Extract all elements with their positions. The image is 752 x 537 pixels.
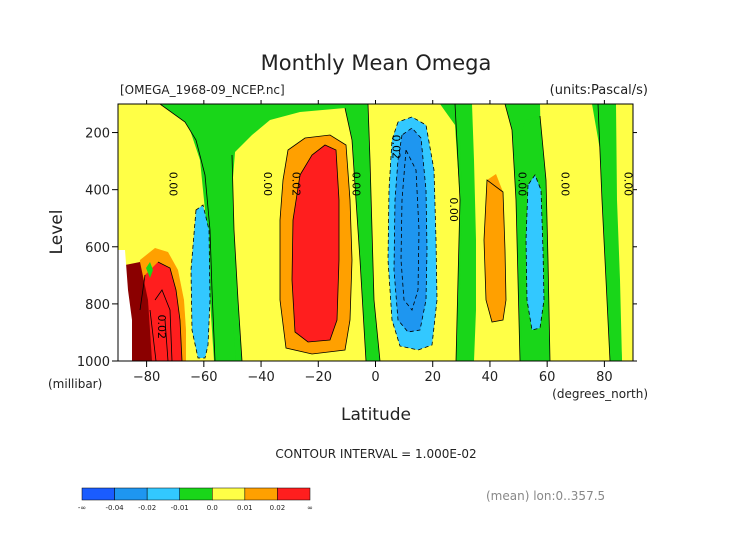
green-gap-north-mid	[455, 104, 476, 361]
contour-label: 0.02	[390, 135, 403, 160]
colorbar-swatch-2	[146, 487, 180, 501]
red-core-southwest	[140, 262, 182, 361]
green-gap-far-north	[598, 104, 622, 361]
contour-line-6	[539, 115, 551, 361]
colorbar-swatch-6	[277, 487, 311, 501]
colorbar-label: 0.02	[270, 504, 286, 512]
yellow-band-north-high	[540, 104, 612, 361]
orange-band-north	[484, 174, 506, 322]
colorbar: -∞ -0.04 -0.02 -0.01 0.0 0.01 0.02 ∞	[78, 487, 313, 512]
cyan-band-north	[526, 175, 544, 330]
contour-labels: 0.00 0.00 0.02 0.00 0.02 0.00 0.00 0.00 0.00 0.02	[155, 135, 634, 339]
contour-line-4	[454, 104, 461, 361]
contour-line-1	[231, 154, 243, 361]
colorbar-swatch-0	[81, 487, 115, 501]
dashed-contour-line-2	[393, 127, 428, 333]
x-tick-label: −20	[305, 370, 332, 385]
y-tick-label: 600	[85, 241, 110, 256]
colorbar-label: -0.02	[138, 504, 156, 512]
chart-title: Monthly Mean Omega	[261, 51, 492, 75]
plot-area: 0.00 0.00 0.02 0.00 0.02 0.00 0.00 0.00 0.00 0.02	[118, 104, 634, 361]
contour-line-0	[159, 104, 216, 361]
x-tick-label: 0	[371, 370, 379, 385]
colorbar-label: -∞	[78, 504, 86, 512]
colorbar-label: ∞	[307, 504, 313, 512]
dashed-contour-line-3	[525, 174, 545, 331]
colorbar-swatch-5	[244, 487, 278, 501]
contour-line-8	[279, 134, 353, 355]
contour-label: 0.00	[515, 172, 528, 197]
x-tick-label: 20	[424, 370, 441, 385]
contour-label: 0.00	[261, 172, 274, 197]
contour-line-5	[504, 104, 521, 361]
colorbar-swatch-1	[114, 487, 148, 501]
x-tick-label: −60	[190, 370, 217, 385]
x-axis: −80 −60 −40 −20 0 20 40 60 80	[133, 100, 613, 385]
contour-label: 0.00	[349, 172, 362, 197]
colorbar-swatch-3	[179, 487, 213, 501]
mean-text: (mean) lon:0..357.5	[486, 489, 605, 503]
y-axis: 200 400 600 800 1000	[77, 127, 637, 370]
x-axis-label: Latitude	[341, 405, 411, 425]
colorbar-label: 0.01	[237, 504, 253, 512]
contour-label: 0.00	[621, 172, 634, 197]
green-blip-southwest	[146, 262, 153, 278]
colorbar-label: -0.01	[171, 504, 189, 512]
x-axis-unit: (degrees_north)	[552, 387, 648, 401]
cyan-core-southwest	[191, 205, 210, 358]
y-axis-unit: (millibar)	[48, 377, 102, 391]
contour-line-2	[344, 107, 367, 361]
contour-line-10	[483, 179, 507, 323]
y-tick-label: 1000	[77, 355, 110, 370]
x-tick-label: −40	[247, 370, 274, 385]
dashed-contour-line-1	[387, 116, 438, 351]
dashed-contours	[190, 116, 545, 359]
contour-line-12	[149, 289, 173, 361]
contour-label: 0.02	[289, 172, 302, 197]
contour-lines	[139, 104, 611, 361]
y-tick-label: 200	[85, 127, 110, 142]
file-label: [OMEGA_1968-09_NCEP.nc]	[120, 83, 285, 97]
y-tick-label: 800	[85, 298, 110, 313]
missing-data-patch	[118, 250, 132, 361]
contour-line-9	[291, 144, 340, 343]
contour-label: 0.02	[155, 314, 168, 339]
contour-label: 0.00	[558, 172, 571, 197]
red-core-subtropics-south	[292, 145, 339, 342]
contour-label: 0.00	[447, 197, 460, 222]
dashed-contour-line-4	[400, 148, 420, 311]
colorbar-label: 0.0	[207, 504, 218, 512]
contour-line-11	[139, 261, 183, 361]
colorbar-swatch-4	[212, 487, 246, 501]
contour-line-3	[367, 104, 381, 361]
contour-label: 0.00	[166, 172, 179, 197]
x-tick-label: 60	[539, 370, 556, 385]
y-tick-label: 400	[85, 184, 110, 199]
units-label: (units:Pascal/s)	[550, 83, 648, 98]
blue-core-equator	[394, 128, 427, 332]
y-axis-label: Level	[47, 210, 67, 255]
x-tick-label: −80	[133, 370, 160, 385]
contour-interval-text: CONTOUR INTERVAL = 1.000E-02	[275, 447, 476, 461]
x-tick-label: 80	[596, 370, 613, 385]
colorbar-label: -0.04	[106, 504, 125, 512]
dashed-contour-line-0	[190, 204, 211, 359]
x-tick-label: 40	[482, 370, 499, 385]
contour-line-7	[597, 104, 611, 361]
